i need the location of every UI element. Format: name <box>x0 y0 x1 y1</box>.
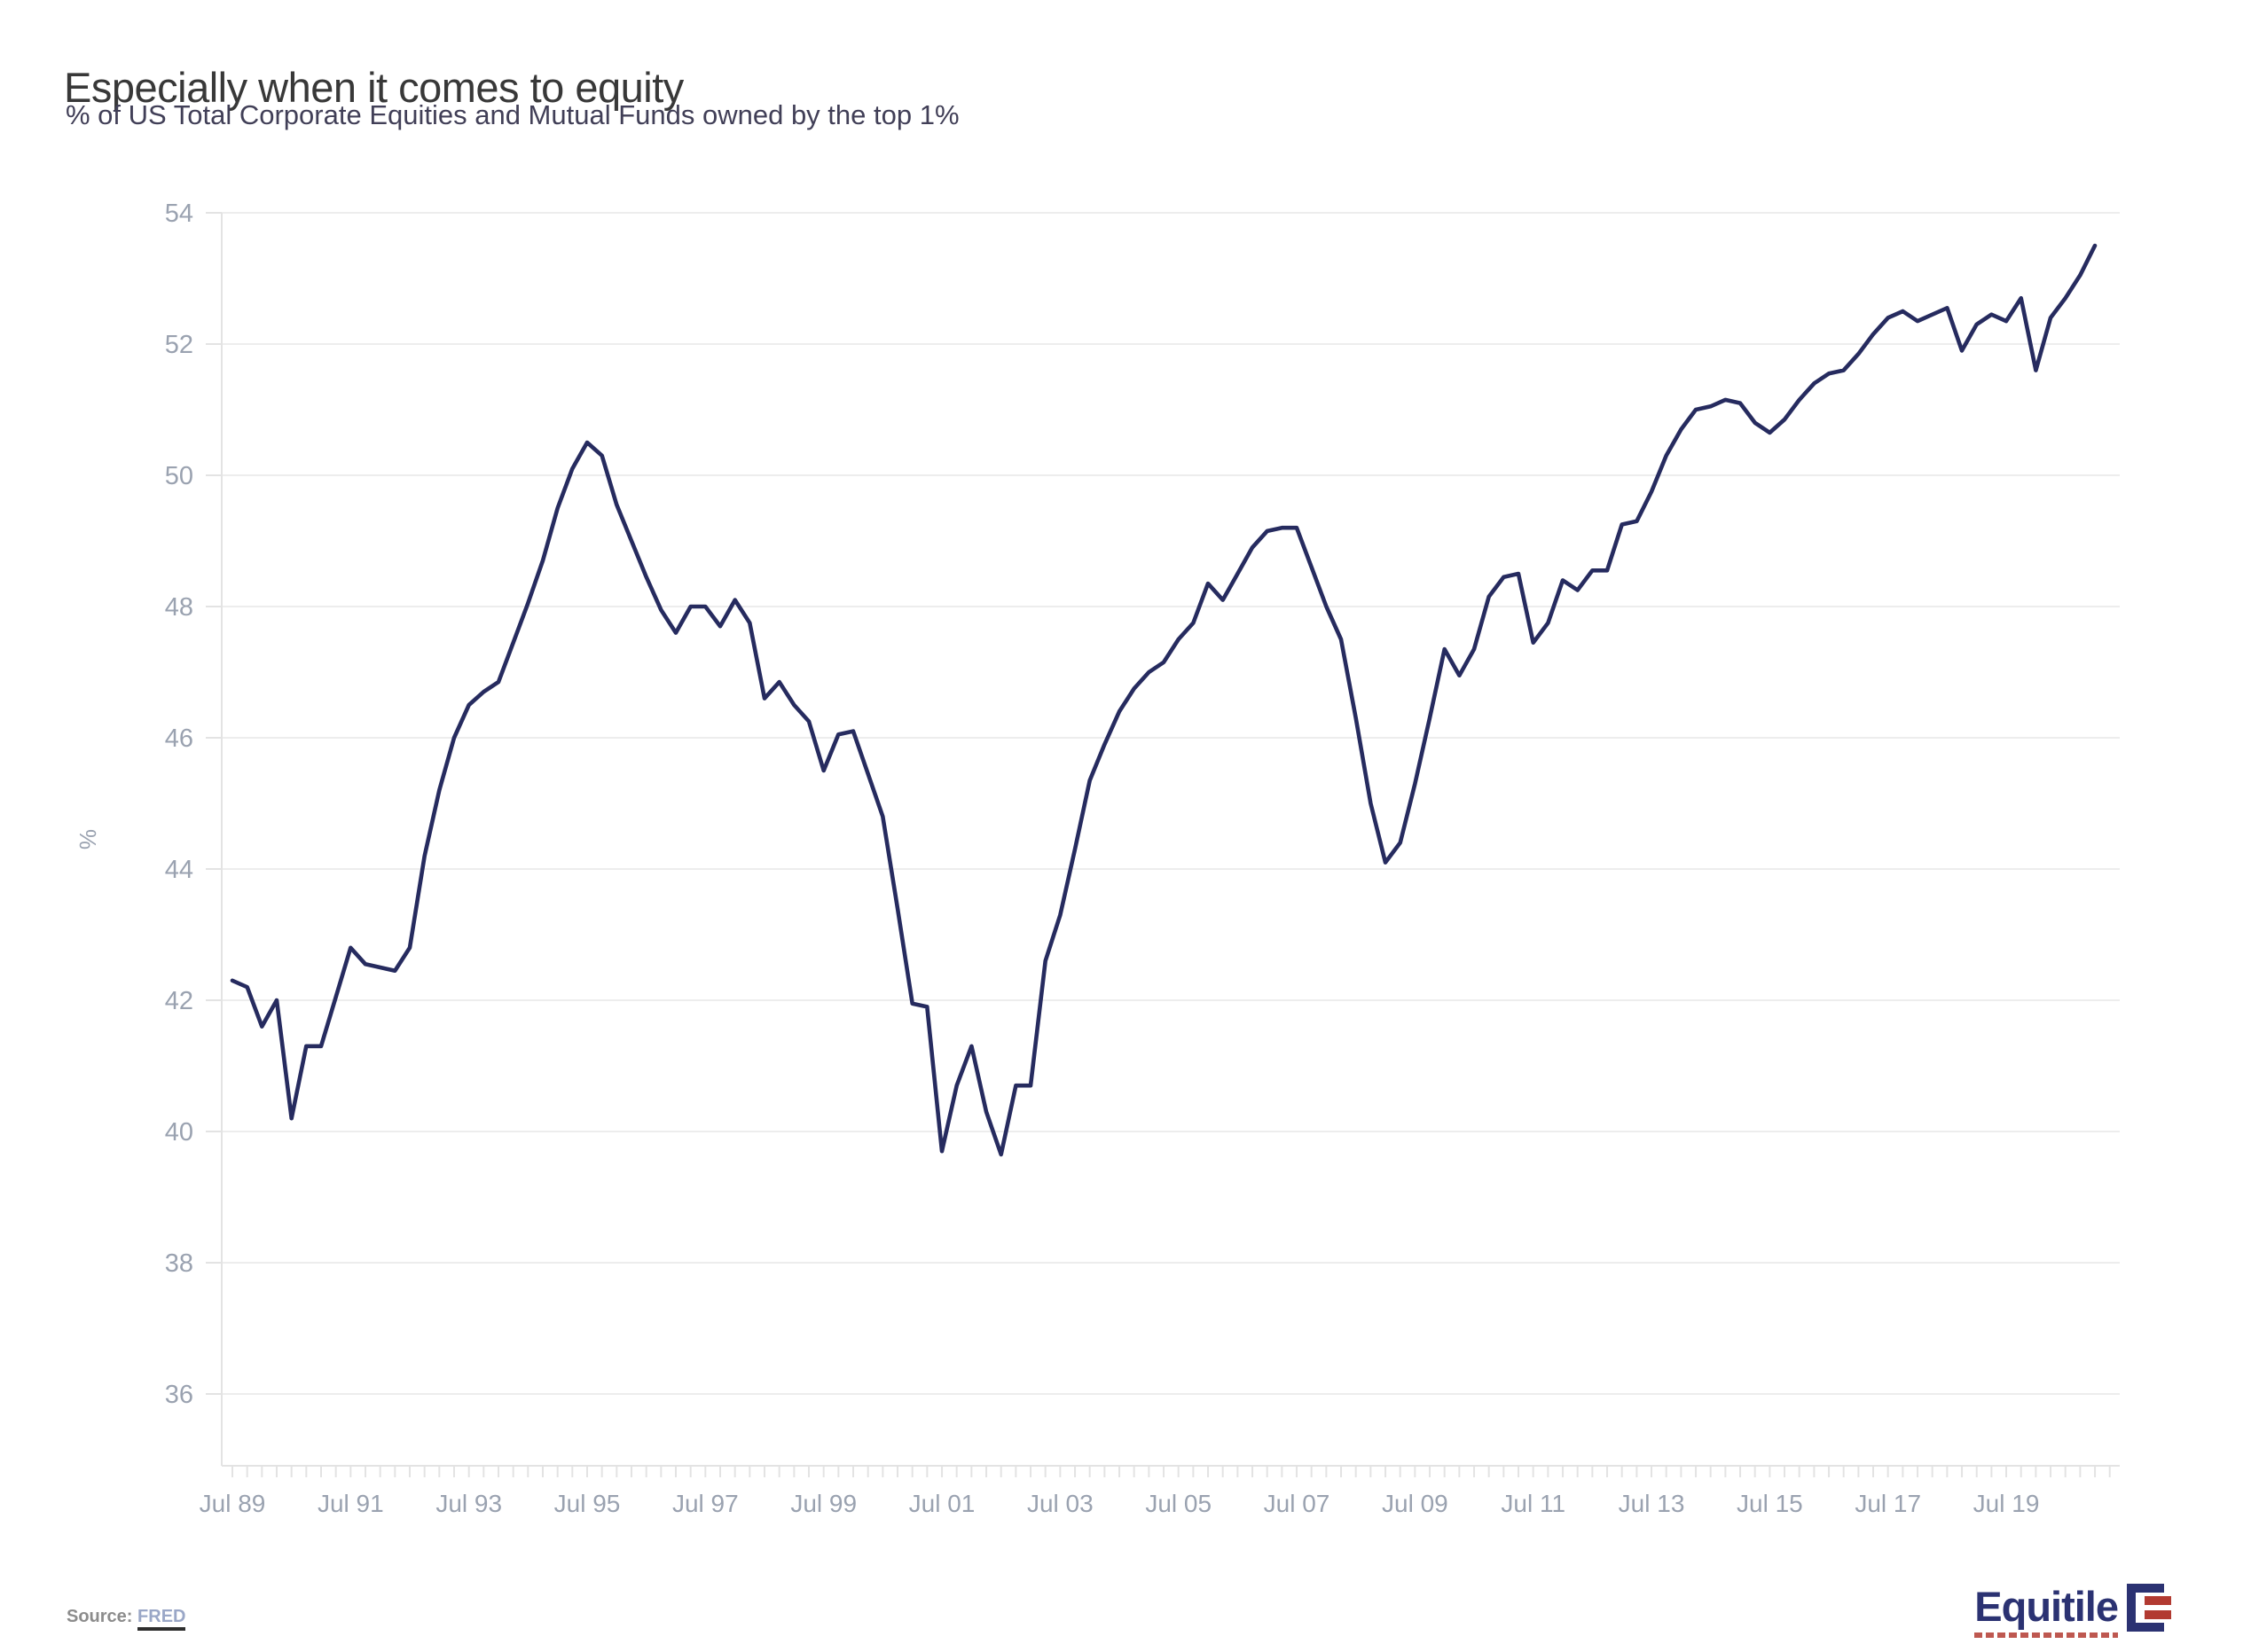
source-note: Source: FRED <box>67 1607 186 1631</box>
svg-text:Jul 99: Jul 99 <box>790 1490 857 1517</box>
svg-text:Jul 15: Jul 15 <box>1737 1490 1803 1517</box>
svg-text:Jul 07: Jul 07 <box>1264 1490 1330 1517</box>
svg-text:Jul 09: Jul 09 <box>1382 1490 1448 1517</box>
y-axis-tick-marks <box>206 212 222 1395</box>
svg-text:Jul 01: Jul 01 <box>909 1490 976 1517</box>
svg-text:36: 36 <box>165 1381 193 1409</box>
svg-text:40: 40 <box>165 1118 193 1147</box>
source-label: Source: <box>67 1607 133 1626</box>
logo-red-bar <box>2145 1596 2171 1605</box>
svg-text:44: 44 <box>165 856 193 884</box>
svg-text:Jul 13: Jul 13 <box>1619 1490 1685 1517</box>
y-axis-tick-labels: 36 38 40 42 44 46 48 50 52 54 <box>165 200 193 1409</box>
svg-text:Jul 11: Jul 11 <box>1501 1490 1565 1517</box>
equitile-logo: Equitile <box>1974 1583 2171 1638</box>
svg-text:Jul 17: Jul 17 <box>1855 1490 1921 1517</box>
svg-text:Jul 97: Jul 97 <box>672 1490 739 1517</box>
svg-text:42: 42 <box>165 987 193 1015</box>
svg-text:Jul 95: Jul 95 <box>554 1490 621 1517</box>
svg-text:Jul 91: Jul 91 <box>318 1490 384 1517</box>
page-title: Especially when it comes to equity <box>64 64 684 112</box>
svg-text:Jul 89: Jul 89 <box>200 1490 266 1517</box>
data-series-line <box>230 243 2098 1157</box>
x-axis-quarterly-tick-marks <box>231 1466 2111 1477</box>
chart-subtitle: % of US Total Corporate Equities and Mut… <box>66 99 960 130</box>
svg-text:50: 50 <box>165 462 193 490</box>
logo-tagline-strip <box>1974 1632 2118 1638</box>
source-link-fred[interactable]: FRED <box>137 1607 186 1631</box>
svg-text:Jul 05: Jul 05 <box>1145 1490 1212 1517</box>
svg-text:46: 46 <box>165 724 193 753</box>
svg-text:Jul 93: Jul 93 <box>435 1490 502 1517</box>
logo-red-bar <box>2145 1610 2171 1619</box>
logo-wordmark: Equitile <box>1974 1583 2119 1630</box>
svg-text:48: 48 <box>165 593 193 622</box>
svg-text:54: 54 <box>165 200 193 228</box>
horizontal-gridlines <box>222 212 2120 1395</box>
logo-bracket-icon <box>2127 1584 2171 1632</box>
axis-lines <box>221 213 2120 1467</box>
y-axis-title: % <box>75 829 101 849</box>
x-axis-tick-labels: Jul 89 Jul 91 Jul 93 Jul 95 Jul 97 Jul 99 Jul … <box>200 1490 2040 1517</box>
svg-text:52: 52 <box>165 331 193 359</box>
svg-text:Jul 19: Jul 19 <box>1973 1490 2040 1517</box>
svg-text:Jul 03: Jul 03 <box>1027 1490 1094 1517</box>
svg-text:38: 38 <box>165 1249 193 1278</box>
